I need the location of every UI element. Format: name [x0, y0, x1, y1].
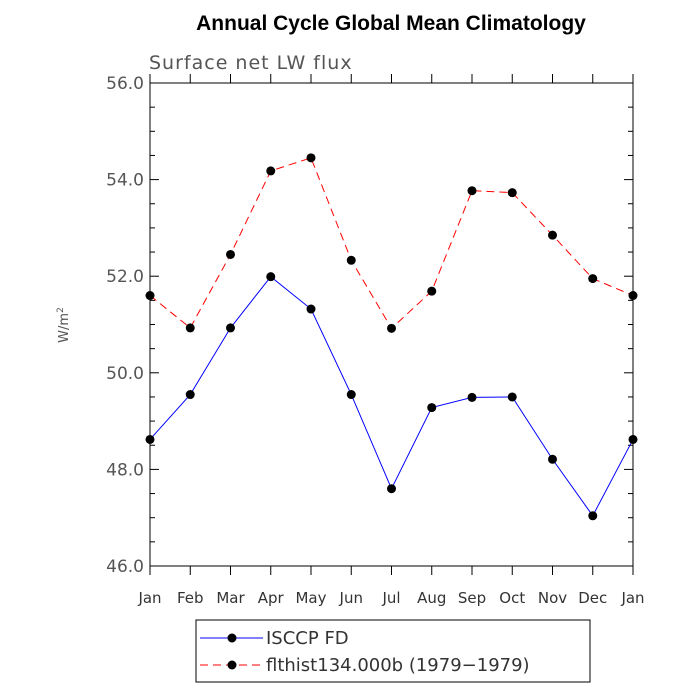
- y-tick-label: 50.0: [106, 364, 144, 384]
- x-tick-label: Aug: [417, 589, 446, 607]
- series-2-point: [387, 323, 396, 333]
- x-tick-label: Apr: [258, 589, 285, 607]
- y-axis-label-superscript: 2: [56, 307, 66, 313]
- y-tick-label: 54.0: [106, 171, 144, 191]
- chart-title: Annual Cycle Global Mean Climatology: [196, 12, 586, 35]
- series-layer: [145, 153, 638, 521]
- x-tick-label: Mar: [216, 589, 245, 607]
- x-tick-label: Nov: [538, 589, 567, 607]
- series-2-point: [467, 186, 477, 196]
- series-1-point: [588, 511, 598, 521]
- y-axis-label-unit: W/m: [57, 313, 72, 343]
- series-2-point: [185, 323, 195, 333]
- series-2-point: [346, 255, 356, 265]
- series-1-point: [145, 434, 155, 444]
- series-2-point: [226, 249, 235, 259]
- x-tick-label: Oct: [499, 589, 525, 607]
- series-2-point: [427, 286, 437, 296]
- y-tick-label: 46.0: [106, 557, 144, 577]
- chart-subtitle: Surface net LW flux: [149, 52, 353, 74]
- series-1-point: [266, 272, 276, 282]
- x-tick-label: Sep: [458, 589, 486, 607]
- series-1-point: [628, 434, 638, 444]
- series-2-point: [548, 230, 557, 240]
- x-tick-label: Jan: [137, 589, 161, 607]
- series-line-1: [149, 275, 634, 517]
- series-1-point: [387, 484, 396, 494]
- legend-label-1: ISCCP FD: [266, 628, 349, 649]
- series-1-point: [507, 392, 517, 402]
- y-axis: 46.0 48.0 50.0 52.0 54.0 56.0: [106, 74, 633, 577]
- series-2-point: [266, 166, 276, 176]
- legend-label-2: flthist134.000b (1979−1979): [266, 655, 530, 676]
- x-tick-label: Feb: [177, 589, 204, 607]
- x-tick-label: Dec: [578, 589, 607, 607]
- legend-marker-2: [227, 660, 237, 670]
- x-tick-label: May: [295, 589, 326, 607]
- series-1-point: [467, 392, 477, 402]
- series-2-point: [145, 291, 155, 301]
- x-axis: Jan Feb Mar Apr May Jun Jul Aug Sep Oct Nov Dec Jan: [137, 74, 645, 607]
- legend: ISCCP FD flthist134.000b (1979−1979): [195, 619, 591, 683]
- series-2-point: [306, 153, 316, 163]
- series-1-point: [548, 454, 557, 464]
- y-tick-label: 56.0: [106, 74, 144, 94]
- series-2-point: [628, 291, 638, 301]
- series-1-point: [346, 390, 356, 400]
- series-1-point: [427, 403, 437, 413]
- x-tick-label: Jun: [339, 589, 363, 607]
- y-tick-label: 48.0: [106, 460, 144, 480]
- legend-marker-1: [227, 633, 237, 643]
- series-2-point: [588, 274, 598, 284]
- x-tick-label: Jan: [620, 589, 644, 607]
- series-line-2: [149, 157, 634, 330]
- legend-box: [195, 619, 591, 683]
- series-1-point: [226, 323, 235, 333]
- series-1-point: [306, 304, 316, 314]
- series-1-point: [185, 390, 195, 400]
- series-2-point: [507, 188, 517, 198]
- x-tick-label: Jul: [381, 589, 400, 607]
- y-axis-label: W/m2: [56, 307, 72, 343]
- y-tick-label: 52.0: [106, 267, 144, 287]
